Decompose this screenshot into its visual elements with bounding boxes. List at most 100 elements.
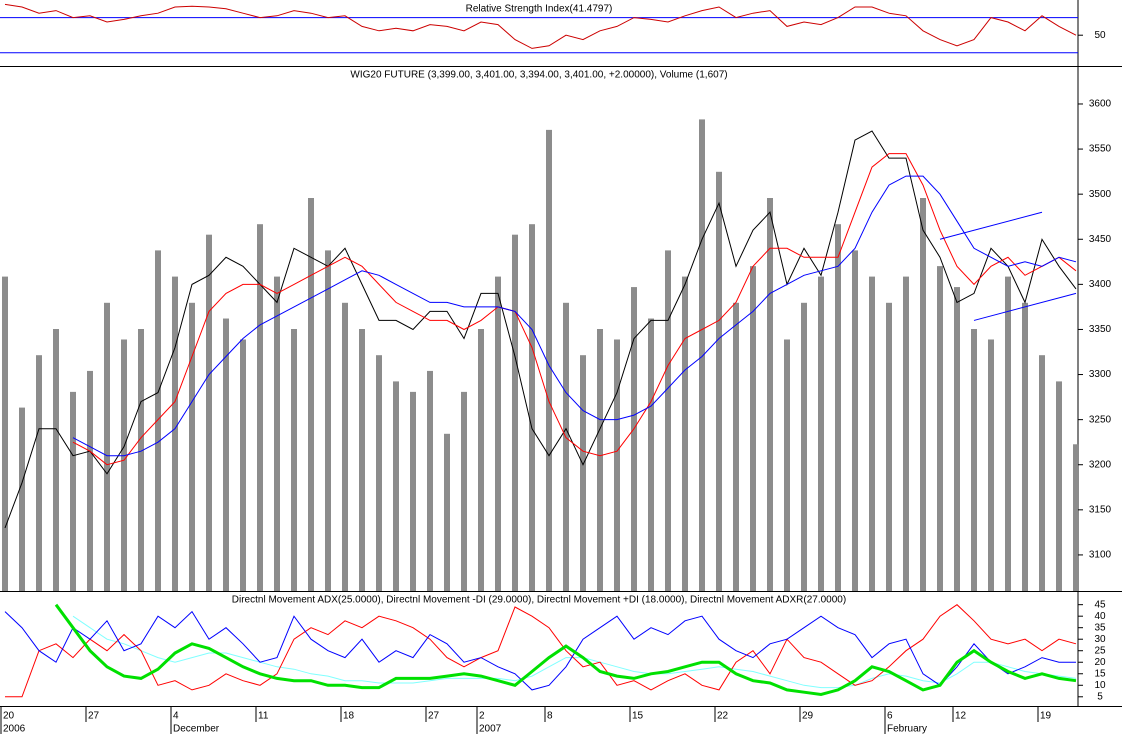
x-tick-label: 27 [88,711,100,722]
volume-bar [376,355,382,591]
volume-bar [325,250,331,591]
x-tick-label: 12 [955,711,967,722]
volume-bar [733,302,739,591]
x-tick-label: 15 [632,711,644,722]
series-line [4,610,1076,691]
period-label: 2006 [3,724,26,734]
volume-bar [427,370,433,591]
y-tick-label: 3450 [1089,234,1112,245]
volume-bar [53,329,59,591]
volume-bar [1039,355,1045,591]
volume-bar [2,276,8,591]
x-tick-label: 6 [887,711,893,722]
volume-bar [767,198,773,591]
volume-bar [852,250,858,591]
x-tick-label: 11 [258,711,269,722]
period-label: 2007 [479,724,502,734]
x-tick-label: 4 [173,711,179,722]
volume-bar [274,276,280,591]
volume-bar [614,339,620,591]
volume-bar [87,370,93,591]
volume-bar [682,276,688,591]
volume-bar [478,329,484,591]
y-tick-label: 25 [1094,645,1106,656]
volume-bar [240,339,246,591]
x-tick-label: 29 [802,711,814,722]
y-tick-label: 35 [1094,622,1106,633]
series-line [4,3,1077,49]
volume-bar [393,381,399,591]
volume-bar [784,339,790,591]
volume-bar [189,302,195,591]
x-tick-label: 18 [343,711,355,722]
volume-bar [36,355,42,591]
volume-bar [257,224,263,591]
volume-bar [886,302,892,591]
volume-bar [1073,444,1079,591]
y-tick-label: 3300 [1089,369,1112,380]
volume-bar [869,276,875,591]
volume-bar [1005,276,1011,591]
y-tick-label: 3350 [1089,324,1112,335]
volume-bar [308,198,314,591]
series-line [72,175,1077,457]
volume-bar [631,287,637,591]
x-tick-label: 8 [547,711,553,722]
volume-bar [121,339,127,591]
rsi-title: Relative Strength Index(41.4797) [466,4,613,15]
volume-bar [1022,302,1028,591]
y-tick-label: 3250 [1089,414,1112,425]
volume-bar [104,302,110,591]
y-tick-label: 15 [1094,668,1106,679]
volume-bar [410,391,416,591]
volume-bar [138,329,144,591]
y-tick-label: 20 [1094,657,1106,668]
series-line [4,130,1077,529]
trend-line [939,211,1043,240]
series-line [54,603,1077,697]
x-tick-label: 20 [3,711,15,722]
dmi-title: Directnl Movement ADX(25.0000), Directnl… [232,595,846,606]
y-tick-label: 3200 [1089,459,1112,470]
volume-bar [648,318,654,591]
series-line [72,615,1077,689]
trend-line [973,292,1077,321]
series-line [72,153,1077,466]
y-tick-label: 3600 [1089,99,1112,110]
volume-bar [529,224,535,591]
y-tick-label: 3100 [1089,550,1112,561]
volume-bar [801,302,807,591]
volume-bar [495,276,501,591]
volume-bar [699,119,705,592]
y-tick-label: 3150 [1089,504,1112,515]
volume-bar [19,407,25,591]
x-tick-label: 22 [717,711,729,722]
volume-bar [665,250,671,591]
volume-bar [716,171,722,592]
volume-bar [971,329,977,591]
period-label: December [173,724,220,734]
y-tick-label: 40 [1094,611,1106,622]
x-tick-label: 27 [428,711,440,722]
y-tick-label: 30 [1094,634,1106,645]
volume-bar [954,287,960,591]
volume-bar [920,198,926,591]
y-tick-label: 3550 [1089,144,1112,155]
volume-bar [70,391,76,591]
volume-bar [546,129,552,591]
period-label: February [887,724,927,734]
volume-bar [223,318,229,591]
series-line [5,604,1077,698]
volume-bar [512,234,518,591]
price-title: WIG20 FUTURE (3,399.00, 3,401.00, 3,394.… [350,70,727,81]
volume-bar [580,355,586,591]
volume-bar [461,391,467,591]
volume-bar [359,329,365,591]
y-tick-label: 3500 [1089,189,1112,200]
volume-bar [818,276,824,591]
volume-bar [903,276,909,591]
x-tick-label: 2 [479,711,485,722]
